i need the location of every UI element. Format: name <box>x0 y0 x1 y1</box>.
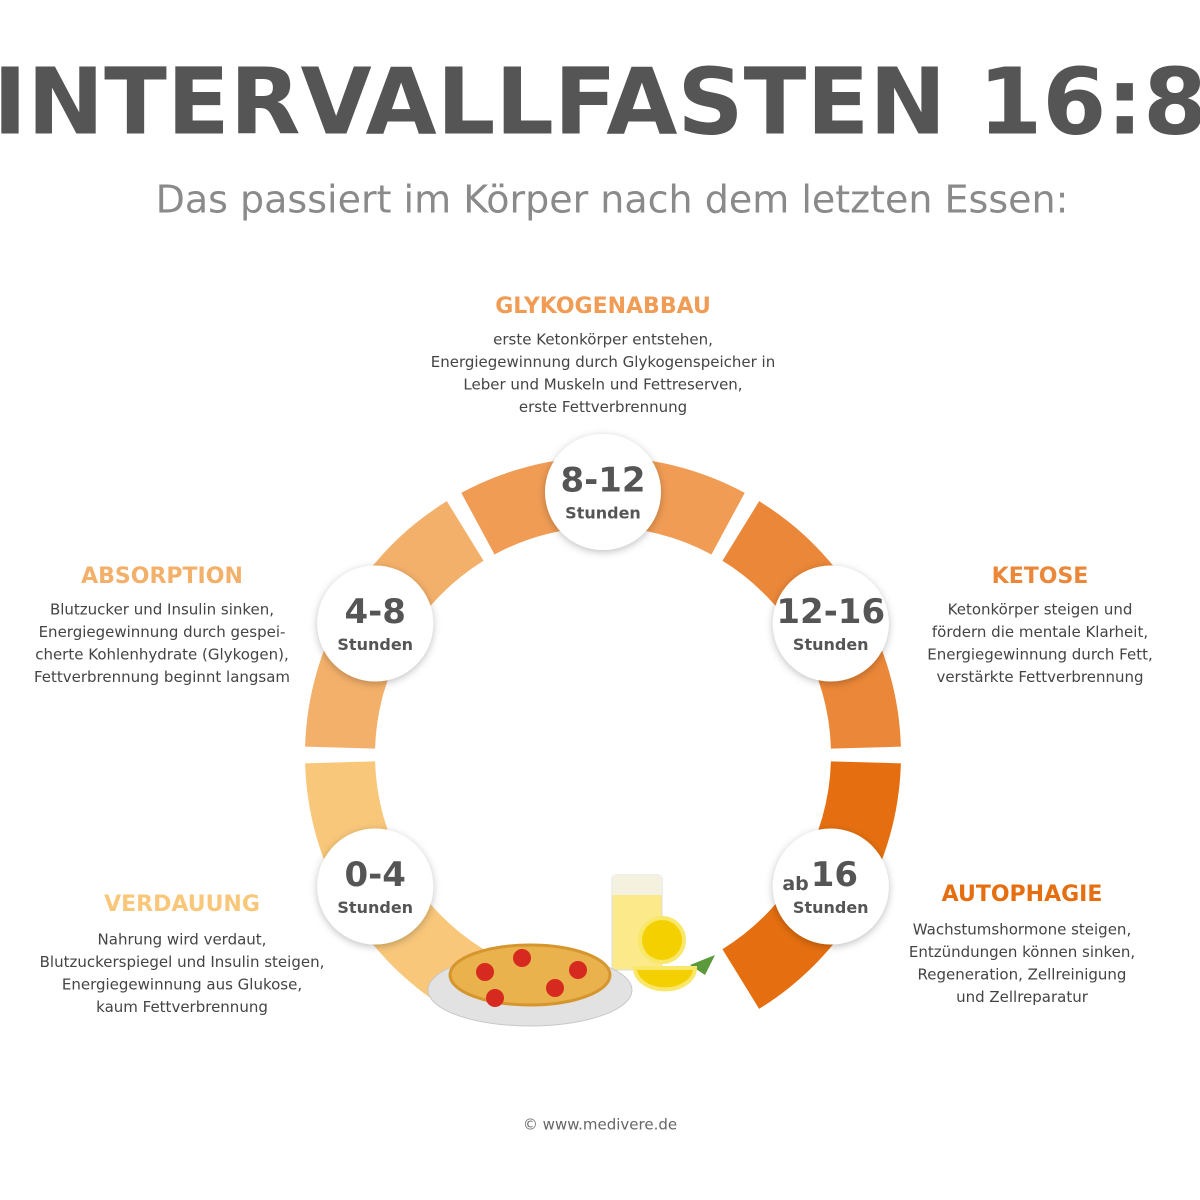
phase-description: Energiegewinnung durch Glykogenspeicher … <box>431 353 776 371</box>
phase-description: erste Fettverbrennung <box>519 398 687 416</box>
time-range: 4-8 <box>345 592 406 632</box>
phase-description: Nahrung wird verdaut, <box>98 931 267 949</box>
phase-description: und Zellreparatur <box>956 988 1089 1006</box>
phase-description: cherte Kohlenhydrate (Glykogen), <box>35 646 289 664</box>
lemon <box>638 916 686 964</box>
phase-description: erste Ketonkörper entstehen, <box>493 331 713 349</box>
time-unit: Stunden <box>337 635 413 654</box>
time-badge <box>317 828 434 945</box>
phase-description: kaum Fettverbrennung <box>96 998 268 1016</box>
time-badge <box>317 565 434 682</box>
phase-description: Entzündungen können sinken, <box>909 943 1135 961</box>
tomato <box>569 961 587 979</box>
spaghetti <box>448 943 612 1007</box>
time-badge <box>545 434 661 550</box>
phase-description: Ketonkörper steigen und <box>948 601 1133 619</box>
phase-description: Fettverbrennung beginnt langsam <box>34 668 290 686</box>
title: INTERVALLFASTEN 16:8 <box>0 48 1200 155</box>
glass-top <box>612 875 662 895</box>
footer: © www.medivere.de <box>523 1116 677 1134</box>
phase-description: verstärkte Fettverbrennung <box>936 668 1143 686</box>
phase-title: ABSORPTION <box>81 564 243 589</box>
time-unit: Stunden <box>337 898 413 917</box>
time-range: 8-12 <box>560 461 645 501</box>
phase-title: KETOSE <box>992 564 1089 589</box>
tomato <box>476 963 494 981</box>
phase-description: Blutzucker und Insulin sinken, <box>50 601 274 619</box>
time-unit: Stunden <box>793 635 869 654</box>
tomato <box>546 979 564 997</box>
food-illustration <box>427 874 715 1027</box>
phase-description: Wachstumshormone steigen, <box>913 921 1131 939</box>
phase-title: VERDAUUNG <box>104 892 260 917</box>
phase-description: Energiegewinnung durch gespei- <box>39 623 286 641</box>
phase-description: Regeneration, Zellreinigung <box>918 966 1127 984</box>
phase-description: Leber und Muskeln und Fettreserven, <box>463 376 742 394</box>
lemon-slice <box>632 966 698 992</box>
time-unit: Stunden <box>793 898 869 917</box>
time-prefix: ab <box>782 873 808 895</box>
phase-description: Blutzuckerspiegel und Insulin steigen, <box>40 953 325 971</box>
subtitle: Das passiert im Körper nach dem letzten … <box>156 178 1069 222</box>
tomato <box>486 989 504 1007</box>
phase-description: Energiegewinnung durch Fett, <box>927 646 1153 664</box>
time-range: 0-4 <box>345 855 406 895</box>
time-range: 12-16 <box>776 592 885 632</box>
time-badge <box>772 828 889 945</box>
phase-title: GLYKOGENABBAU <box>495 294 711 319</box>
phase-description: fördern die mentale Klarheit, <box>932 623 1148 641</box>
leaf <box>690 955 715 975</box>
time-unit: Stunden <box>565 504 641 523</box>
tomato <box>513 949 531 967</box>
phase-description: Energiegewinnung aus Glukose, <box>62 976 302 994</box>
phase-title: AUTOPHAGIE <box>942 882 1103 907</box>
time-badge <box>772 565 889 682</box>
time-range: 16 <box>811 855 858 895</box>
